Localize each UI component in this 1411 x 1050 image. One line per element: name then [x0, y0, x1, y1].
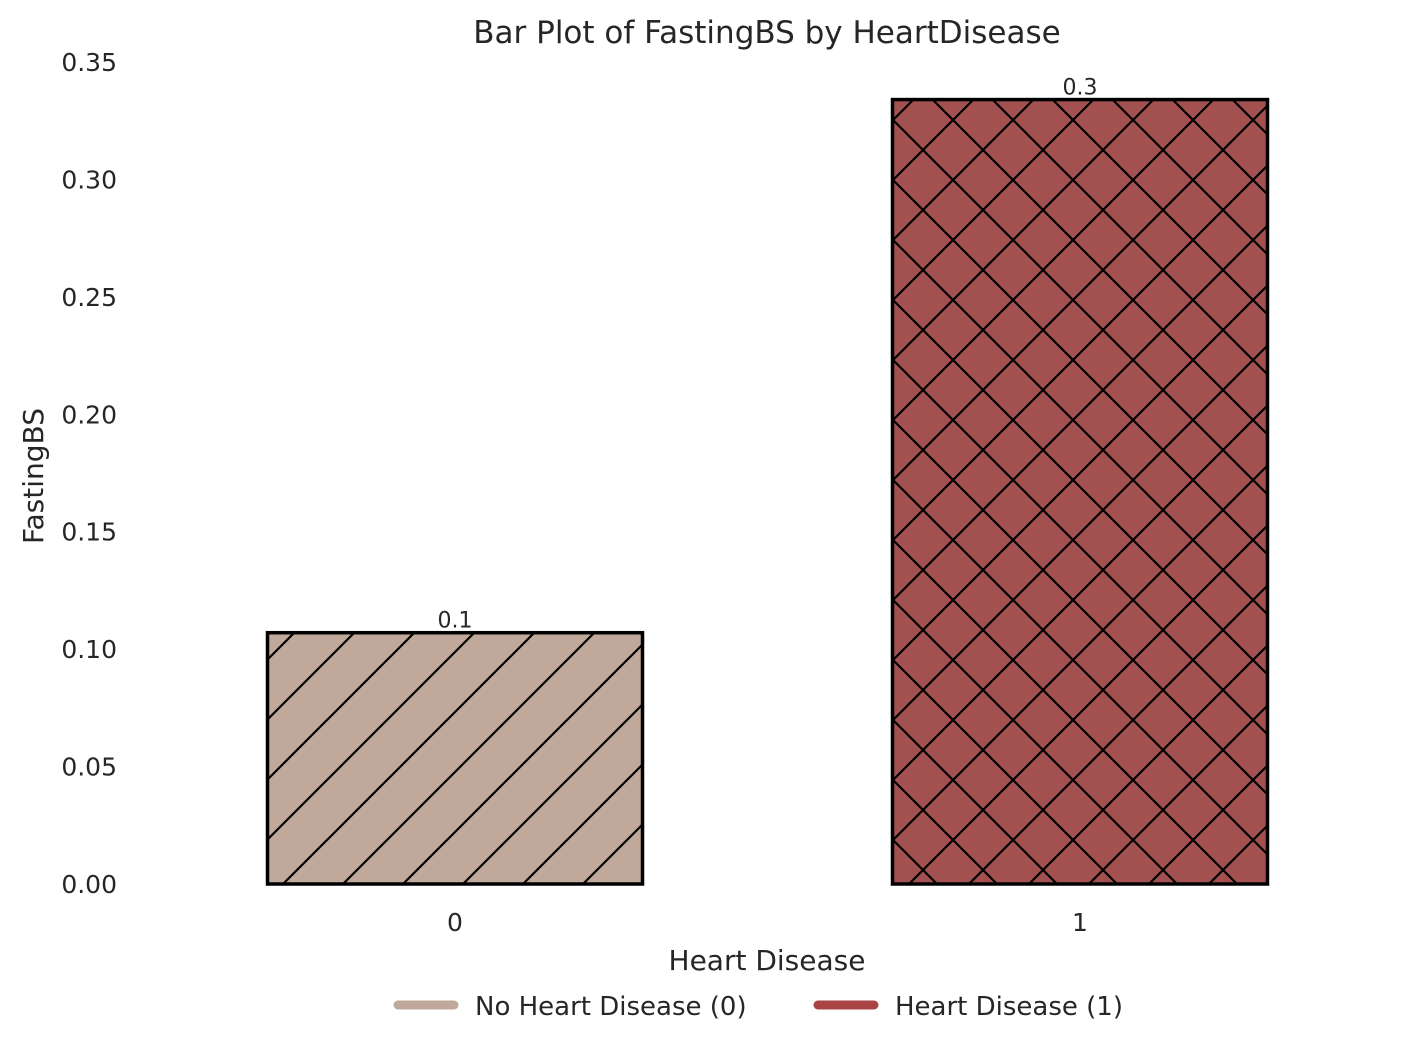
chart-title: Bar Plot of FastingBS by HeartDisease	[473, 15, 1060, 51]
bars-group	[265, 97, 1270, 886]
bar-value-label: 0.3	[1063, 76, 1098, 101]
y-axis-label: FastingBS	[17, 408, 50, 544]
data-labels-group: 0.1 0.3	[438, 76, 1098, 634]
bar-hatch-0	[265, 630, 645, 886]
y-tick-label: 0.35	[61, 48, 117, 77]
y-tick-label: 0.05	[61, 753, 117, 782]
x-tick-label: 1	[1072, 908, 1088, 937]
y-tick-label: 0.10	[61, 635, 117, 664]
legend-label-no-heart-disease: No Heart Disease (0)	[475, 992, 747, 1022]
y-tick-label: 0.15	[61, 518, 117, 547]
y-tick-label: 0.00	[61, 870, 117, 899]
y-tick-label: 0.30	[61, 165, 117, 194]
y-tick-label: 0.25	[61, 283, 117, 312]
x-tick-label: 0	[447, 908, 463, 937]
x-axis-label: Heart Disease	[669, 944, 866, 977]
legend: No Heart Disease (0) Heart Disease (1)	[393, 992, 1123, 1022]
legend-label-heart-disease: Heart Disease (1)	[895, 992, 1123, 1022]
bar-hatch-1	[890, 97, 1270, 886]
y-axis-ticks: 0.00 0.05 0.10 0.15 0.20 0.25 0.30 0.35	[61, 48, 117, 899]
bar-value-label: 0.1	[438, 609, 473, 634]
y-tick-label: 0.20	[61, 400, 117, 429]
